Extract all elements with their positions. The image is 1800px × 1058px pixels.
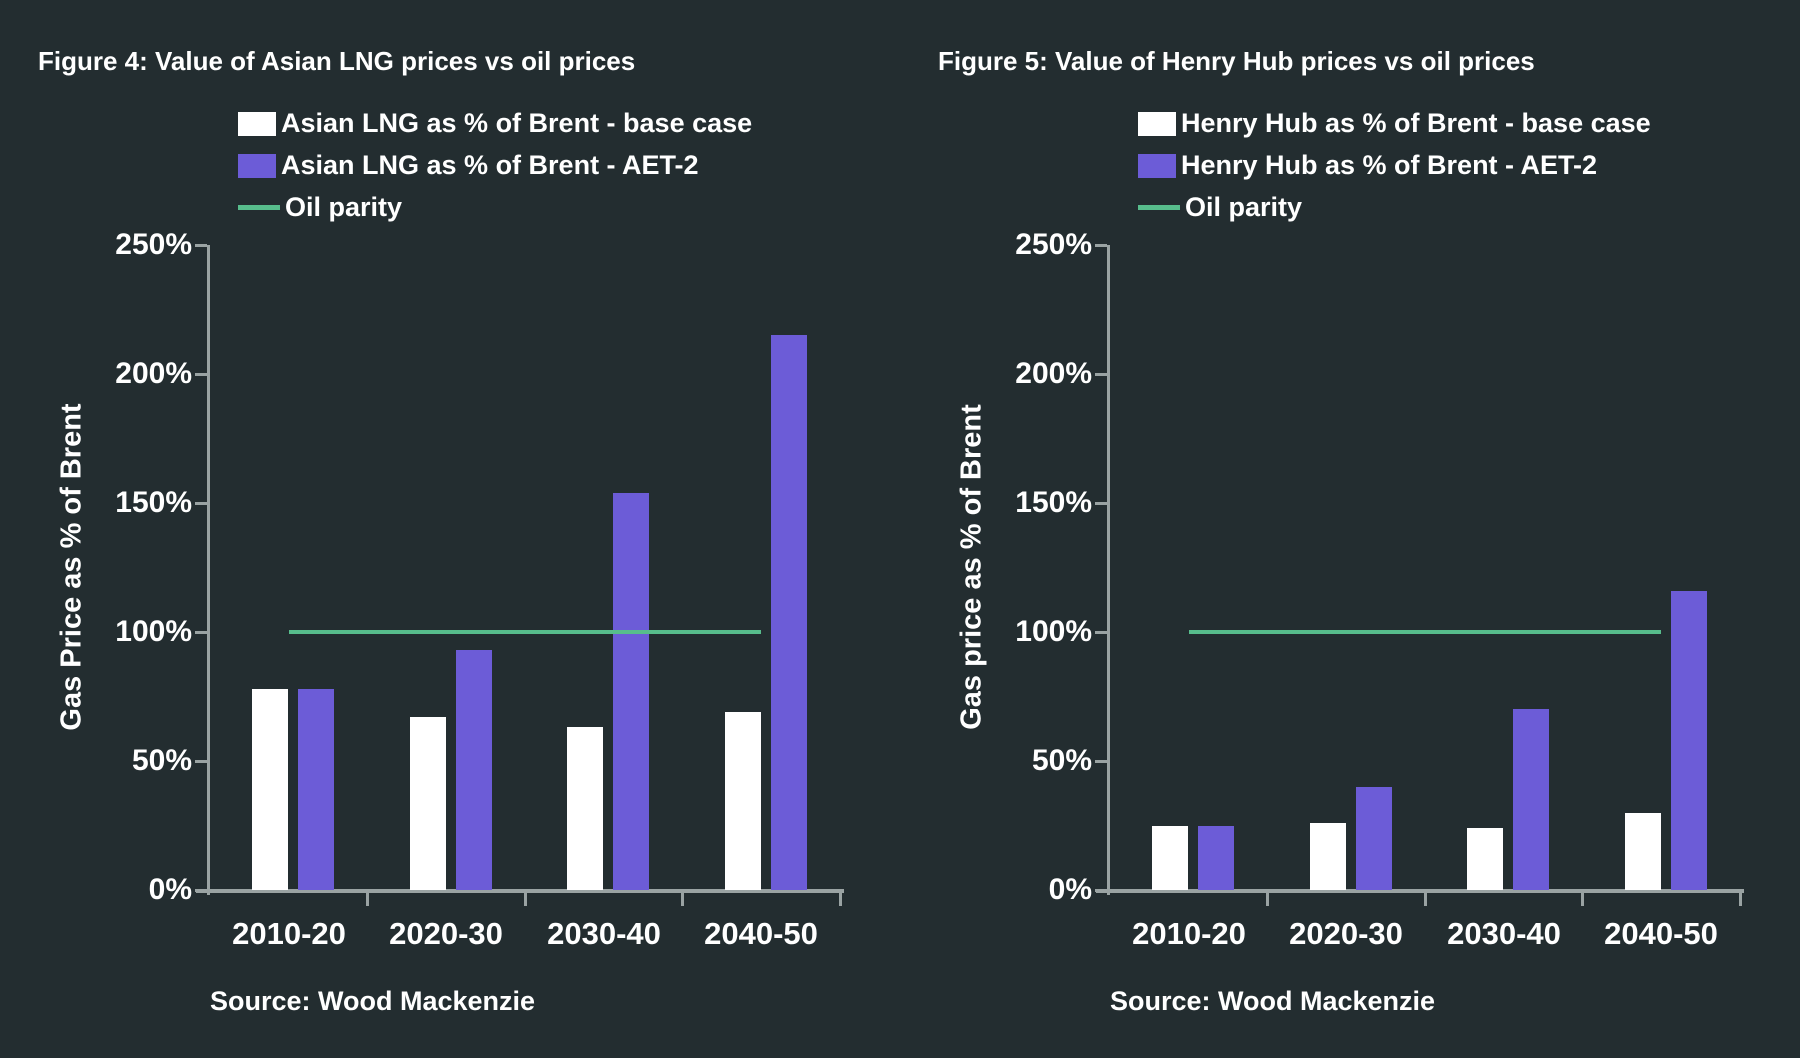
- x-tick-label: 2010-20: [1132, 916, 1246, 951]
- y-axis-tick-mark: [195, 759, 207, 763]
- legend-label: Oil parity: [285, 192, 403, 222]
- y-axis-tick-mark: [195, 372, 207, 376]
- y-axis-tick-mark: [195, 243, 207, 247]
- x-tick-label: 2040-50: [1604, 916, 1718, 951]
- bar-base-case-2030-40: [1467, 828, 1503, 890]
- bar-aet2-2040-50: [1670, 590, 1707, 890]
- y-axis-title: Gas price as % of Brent: [955, 404, 988, 730]
- y-tick-label: 100%: [115, 615, 192, 648]
- x-axis-line: [196, 889, 844, 893]
- figure-4-plot-area: [195, 243, 844, 906]
- legend-item-aet2: Henry Hub as % of Brent - AET-2: [1138, 150, 1651, 181]
- source-credit: Source: Wood Mackenzie: [210, 986, 536, 1016]
- y-axis-tick-mark: [1095, 630, 1107, 634]
- bar-aet2-2020-30: [1355, 786, 1392, 890]
- bar-aet2-2030-40: [1513, 709, 1549, 890]
- y-tick-label: 150%: [1015, 486, 1092, 519]
- x-axis-tick-mark: [681, 893, 684, 906]
- y-tick-label: 50%: [1031, 744, 1092, 777]
- x-tick-label: 2040-50: [704, 916, 818, 951]
- x-axis-tick-mark: [1738, 893, 1742, 906]
- bar-base-case-2040-50: [724, 711, 761, 890]
- legend-item-base-case: Asian LNG as % of Brent - base case: [238, 108, 752, 139]
- x-axis-line: [1096, 889, 1744, 893]
- x-axis-tick-mark: [1423, 893, 1427, 906]
- legend-label: Henry Hub as % of Brent - base case: [1181, 108, 1651, 138]
- base-case-swatch: [1138, 111, 1176, 136]
- y-axis-tick-mark: [195, 888, 207, 892]
- y-axis-tick-mark: [1095, 759, 1107, 763]
- bar-aet2-2020-30: [455, 650, 492, 890]
- legend-label: Henry Hub as % of Brent - AET-2: [1181, 150, 1598, 180]
- legend-item-aet2: Asian LNG as % of Brent - AET-2: [238, 150, 752, 181]
- figure-4-legend: Asian LNG as % of Brent - base case Asia…: [238, 108, 752, 223]
- figure-4-panel: Figure 4: Value of Asian LNG prices vs o…: [38, 45, 844, 1016]
- bar-aet2-2010-20: [298, 688, 334, 890]
- y-axis-tick-mark: [195, 630, 207, 634]
- legend-label: Asian LNG as % of Brent - base case: [281, 108, 753, 138]
- bar-base-case-2020-30: [1309, 822, 1346, 890]
- aet2-swatch: [238, 153, 276, 178]
- x-tick-label: 2030-40: [547, 916, 661, 951]
- y-axis-tick-mark: [1095, 372, 1107, 376]
- y-tick-label: 50%: [131, 744, 192, 777]
- y-axis-tick-mark: [1095, 888, 1107, 892]
- legend-label: Oil parity: [1185, 192, 1303, 222]
- source-credit: Source: Wood Mackenzie: [1110, 986, 1436, 1016]
- aet2-swatch: [1138, 153, 1176, 178]
- y-axis-title: Gas Price as % of Brent: [55, 403, 88, 731]
- x-tick-label: 2020-30: [1289, 916, 1403, 951]
- x-axis-tick-mark: [523, 893, 527, 906]
- y-tick-label: 0%: [1048, 873, 1092, 906]
- x-axis-tick-mark: [1581, 893, 1584, 906]
- oil-parity-line: [288, 630, 762, 634]
- legend-label: Asian LNG as % of Brent - AET-2: [281, 150, 699, 180]
- bar-base-case-2010-20: [1152, 825, 1188, 890]
- bar-aet2-2010-20: [1198, 825, 1234, 890]
- y-axis-line: [1107, 245, 1110, 895]
- legend-item-base-case: Henry Hub as % of Brent - base case: [1138, 108, 1651, 139]
- y-axis-tick-mark: [195, 501, 207, 505]
- y-tick-label: 200%: [115, 357, 192, 390]
- legend-item-oil-parity: Oil parity: [1138, 192, 1651, 223]
- x-axis-tick-mark: [1266, 893, 1269, 906]
- x-tick-label: 2020-30: [389, 916, 503, 951]
- figure-5-title: Figure 5: Value of Henry Hub prices vs o…: [938, 45, 1535, 76]
- bar-base-case-2040-50: [1624, 812, 1661, 890]
- x-axis-labels: 2010-20 2020-30 2030-40 2040-50: [1110, 916, 1740, 956]
- bar-base-case-2010-20: [252, 688, 288, 890]
- y-tick-label: 250%: [1015, 228, 1092, 261]
- oil-parity-line: [1188, 630, 1662, 634]
- y-axis-tick-mark: [1095, 243, 1107, 247]
- y-axis-line: [207, 245, 210, 895]
- figure-4-title: Figure 4: Value of Asian LNG prices vs o…: [38, 45, 636, 76]
- oil-parity-swatch: [1138, 205, 1180, 210]
- x-tick-label: 2030-40: [1447, 916, 1561, 951]
- y-axis-tick-mark: [1095, 501, 1107, 505]
- figure-5-plot-area: [1095, 243, 1744, 906]
- bar-aet2-2030-40: [613, 492, 649, 890]
- y-tick-label: 100%: [1015, 615, 1092, 648]
- bar-aet2-2040-50: [770, 335, 807, 890]
- figure-5-legend: Henry Hub as % of Brent - base case Henr…: [1138, 108, 1651, 223]
- bar-base-case-2020-30: [409, 717, 446, 890]
- x-axis-tick-mark: [838, 893, 842, 906]
- x-axis-tick-mark: [366, 893, 369, 906]
- y-tick-label: 150%: [115, 486, 192, 519]
- y-tick-label: 0%: [148, 873, 192, 906]
- figure-5-panel: Figure 5: Value of Henry Hub prices vs o…: [900, 0, 1800, 1058]
- bar-base-case-2030-40: [567, 727, 603, 890]
- x-tick-label: 2010-20: [232, 916, 346, 951]
- y-tick-label: 200%: [1015, 357, 1092, 390]
- y-tick-label: 250%: [115, 228, 192, 261]
- x-axis-labels: 2010-20 2020-30 2030-40 2040-50: [210, 916, 840, 956]
- base-case-swatch: [238, 111, 276, 136]
- legend-item-oil-parity: Oil parity: [238, 192, 752, 223]
- oil-parity-swatch: [238, 205, 280, 210]
